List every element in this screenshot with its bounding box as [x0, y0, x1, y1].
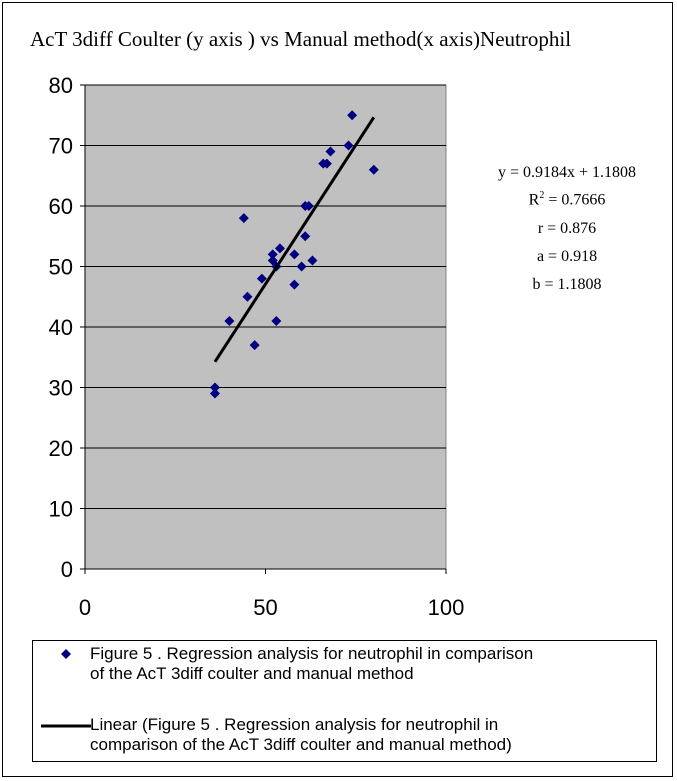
data-point	[274, 243, 285, 254]
legend-entry-scatter-line1: Figure 5 . Regression analysis for neutr…	[90, 644, 534, 663]
intercept-b-label: b = 1.1808	[532, 276, 602, 293]
data-point	[209, 382, 220, 393]
y-tick-label: 40	[49, 315, 73, 340]
data-point	[238, 213, 249, 224]
data-point	[343, 140, 354, 151]
data-point	[296, 261, 307, 272]
legend-entry-linear: Linear (Figure 5 . Regression analysis f…	[90, 715, 512, 755]
data-point	[300, 231, 311, 242]
legend-keys	[41, 649, 91, 728]
data-point	[321, 158, 332, 169]
y-tick-label: 60	[49, 194, 73, 219]
data-point	[256, 273, 267, 284]
data-point	[224, 315, 235, 326]
trendline	[213, 116, 376, 363]
legend-entry-scatter: Figure 5 . Regression analysis for neutr…	[90, 644, 533, 684]
data-point	[209, 388, 220, 399]
correlation-r-label: r = 0.876	[537, 220, 597, 237]
y-tick-label: 20	[49, 436, 73, 461]
legend-entry-scatter-line2: of the AcT 3diff coulter and manual meth…	[90, 664, 414, 683]
data-point	[303, 201, 314, 211]
data-point	[325, 146, 336, 157]
data-point	[242, 291, 253, 302]
x-tick-label: 50	[253, 595, 277, 620]
r-squared-label: R2 = 0.7666	[528, 190, 606, 209]
data-point	[289, 249, 300, 260]
y-tick-label: 30	[49, 376, 73, 401]
x-tick-label: 100	[428, 595, 465, 620]
data-point	[271, 315, 282, 326]
y-tick-label: 70	[49, 134, 73, 159]
x-tick-label: 0	[79, 595, 91, 620]
legend-entry-linear-line2: comparison of the AcT 3diff coulter and …	[90, 735, 512, 754]
data-point	[267, 249, 278, 260]
regression-equation: y = 0.9184x + 1.1808	[497, 164, 637, 181]
chart-title: AcT 3diff Coulter (y axis ) vs Manual me…	[30, 27, 572, 51]
data-point	[307, 255, 318, 266]
y-tick-label: 0	[61, 557, 73, 582]
legend-entry-linear-line1: Linear (Figure 5 . Regression analysis f…	[90, 715, 499, 734]
y-tick-label: 80	[49, 73, 73, 98]
y-tick-label: 10	[49, 497, 73, 522]
y-tick-label: 50	[49, 255, 73, 280]
data-point	[249, 340, 260, 351]
legend-marker-icon	[61, 649, 71, 659]
slope-a-label: a = 0.918	[536, 248, 598, 265]
chart-legend: Figure 5 . Regression analysis for neutr…	[32, 640, 657, 762]
data-point	[368, 164, 379, 175]
data-point	[289, 279, 300, 290]
data-point	[347, 110, 358, 121]
